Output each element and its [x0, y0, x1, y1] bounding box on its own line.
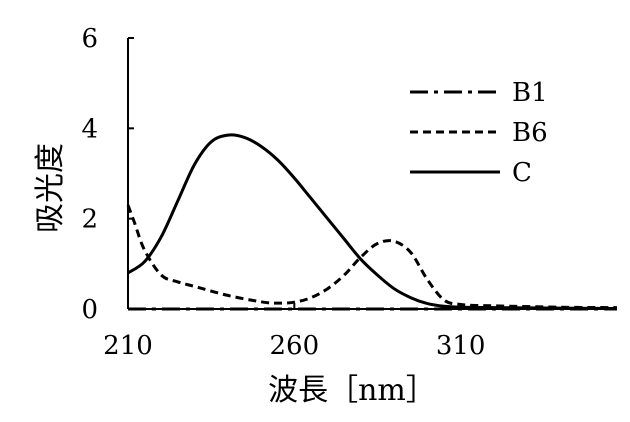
y-tick-label: 4	[81, 114, 98, 144]
legend: B1 B6 C	[410, 78, 548, 188]
legend-label-c: C	[512, 158, 532, 188]
legend-label-b6: B6	[512, 118, 548, 148]
y-tick-label: 6	[81, 24, 98, 54]
x-tick-label: 210	[103, 331, 153, 361]
series-lines	[126, 133, 618, 311]
series-line-b6	[126, 204, 618, 310]
x-tick-label: 260	[270, 331, 320, 361]
ticks: 0 2 4 6 210 260 310	[81, 24, 485, 361]
x-axis-title: 波長［nm］	[268, 373, 436, 408]
x-tick-label: 310	[436, 331, 486, 361]
legend-label-b1: B1	[512, 78, 548, 108]
series-line-c	[127, 133, 618, 310]
y-tick-label: 2	[81, 205, 98, 235]
y-axis-title: 吸光度	[33, 143, 68, 233]
y-tick-label: 0	[81, 295, 98, 325]
